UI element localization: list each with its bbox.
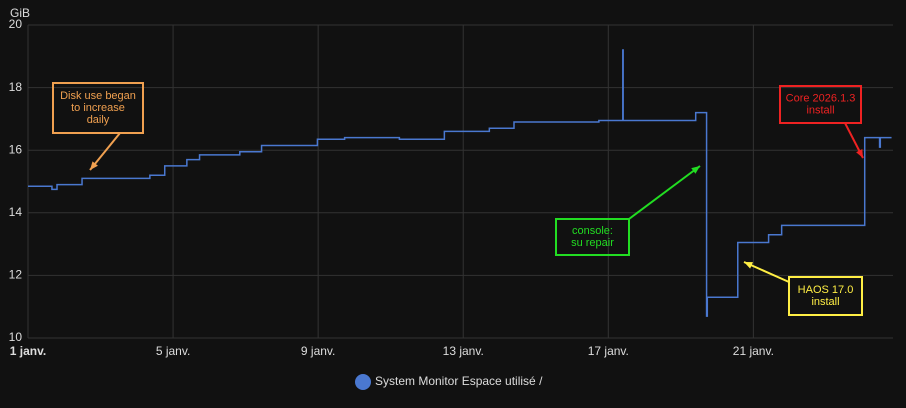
y-tick-label: 12 [9,268,23,282]
y-tick-label: 16 [9,142,23,156]
annotation-text: install [806,104,834,116]
annotation-text: su repair [571,237,614,249]
line [28,49,892,317]
y-tick-label: 10 [9,330,23,344]
annotation-text: install [811,296,839,308]
annotation-box [52,82,144,134]
annotation-box [555,218,630,256]
x-tick-label: 21 janv. [733,344,774,358]
y-tick-label: 18 [9,80,23,94]
x-tick-label: 9 janv. [301,344,335,358]
x-tick-label: 1 janv. [10,344,46,358]
arrow-head [691,166,700,174]
annotation-text: Core 2026.1.3 [786,92,856,104]
annotation-box [779,85,862,124]
x-tick-label: 13 janv. [443,344,484,358]
annotation-box [788,276,863,316]
arrow-head [856,149,863,158]
annotation-text: HAOS 17.0 [798,284,854,296]
legend-marker [355,374,371,390]
y-tick-label: 20 [9,17,23,31]
annotation-arrow [628,165,701,220]
annotation-text: console: [572,225,613,237]
y-tick-label: 14 [9,205,23,219]
x-tick-label: 5 janv. [156,344,190,358]
y-unit: GiB [10,6,30,20]
legend-label: System Monitor Espace utilisé / [375,374,543,388]
annotation-text: to increase [71,102,125,114]
annotation-text: Disk use began [60,90,136,102]
annotation-text: daily [87,114,110,126]
arrow-head [744,262,753,269]
x-tick-label: 17 janv. [588,344,629,358]
arrow-head [90,161,98,170]
